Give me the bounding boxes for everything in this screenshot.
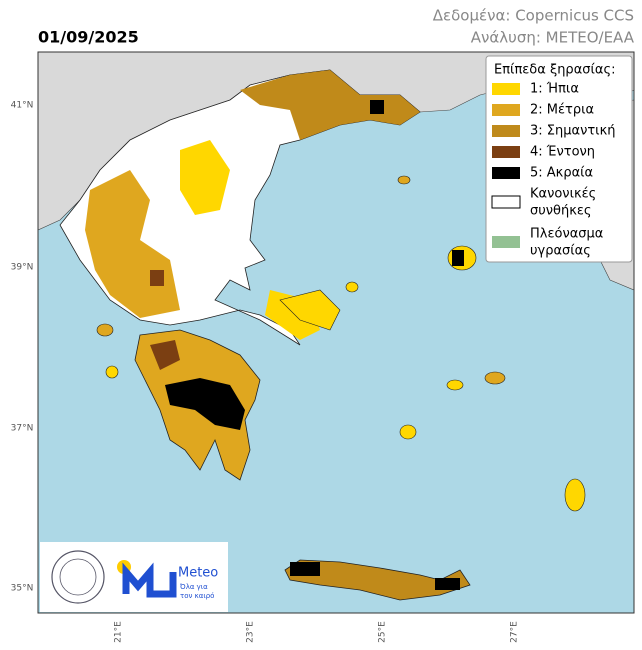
drought-area (150, 340, 180, 370)
legend-swatch (492, 83, 520, 95)
legend-swatch (492, 146, 520, 158)
island (564, 478, 586, 512)
logo-name: Meteo (178, 566, 218, 581)
island (397, 175, 411, 185)
drought-area (150, 270, 164, 286)
island (399, 424, 417, 440)
legend-label: 1: Ήπια (530, 82, 579, 97)
map-frame (37, 51, 635, 614)
legend-label: 2: Μέτρια (530, 103, 594, 118)
lat-label: 35°N (11, 584, 34, 594)
legend-label: Κανονικές (530, 187, 596, 202)
source: Δεδομένα: Copernicus CCS (433, 7, 634, 25)
analysis: Ανάλυση: METEO/EAA (471, 29, 635, 47)
legend-box (485, 55, 633, 263)
legend-swatch (492, 104, 520, 116)
legend-label: 4: Έντονη (530, 145, 595, 160)
lon-label: 23°E (246, 621, 256, 643)
island (105, 365, 119, 379)
lat-label: 37°N (11, 424, 34, 434)
legend-swatch (491, 195, 521, 209)
legend-swatch (492, 125, 520, 137)
legend-label: 5: Ακραία (530, 166, 593, 181)
crete (284, 559, 471, 601)
lat-label: 41°N (11, 101, 34, 111)
lon-label: 25°E (378, 621, 388, 643)
drought-area (452, 250, 464, 266)
legend-title: Επίπεδα ξηρασίας: (494, 63, 615, 78)
lat-label: 39°N (11, 263, 34, 273)
drought-area (180, 140, 230, 215)
drought-area (435, 578, 460, 590)
lon-label: 27°E (510, 621, 520, 643)
island (345, 281, 359, 293)
legend-label: συνθήκες (530, 204, 592, 219)
date: 01/09/2025 (38, 28, 139, 47)
logo: Meteo Όλα για τον καιρό (40, 542, 228, 612)
legend-label: Πλεόνασμα (530, 227, 603, 242)
island (96, 323, 114, 337)
drought-area (165, 378, 245, 430)
legend-label: υγρασίας (530, 244, 591, 259)
legend-label: 3: Σημαντική (530, 124, 615, 139)
logo-tagline: Όλα για (179, 583, 208, 591)
drought-area (290, 562, 320, 576)
legend-swatch (492, 167, 520, 179)
drought-area (240, 70, 420, 140)
logo-mark (122, 562, 177, 598)
seal (59, 558, 97, 596)
drought-area (370, 100, 384, 114)
logo-tagline: τον καιρό (180, 592, 214, 600)
legend-swatch (492, 236, 520, 248)
island (446, 379, 464, 391)
island (484, 371, 506, 385)
lon-label: 21°E (114, 621, 124, 643)
legend: Επίπεδα ξηρασίας: 1: Ήπια 2: Μέτρια 3: Σημ… (485, 55, 633, 263)
seal (51, 550, 105, 604)
euboea (279, 289, 341, 331)
